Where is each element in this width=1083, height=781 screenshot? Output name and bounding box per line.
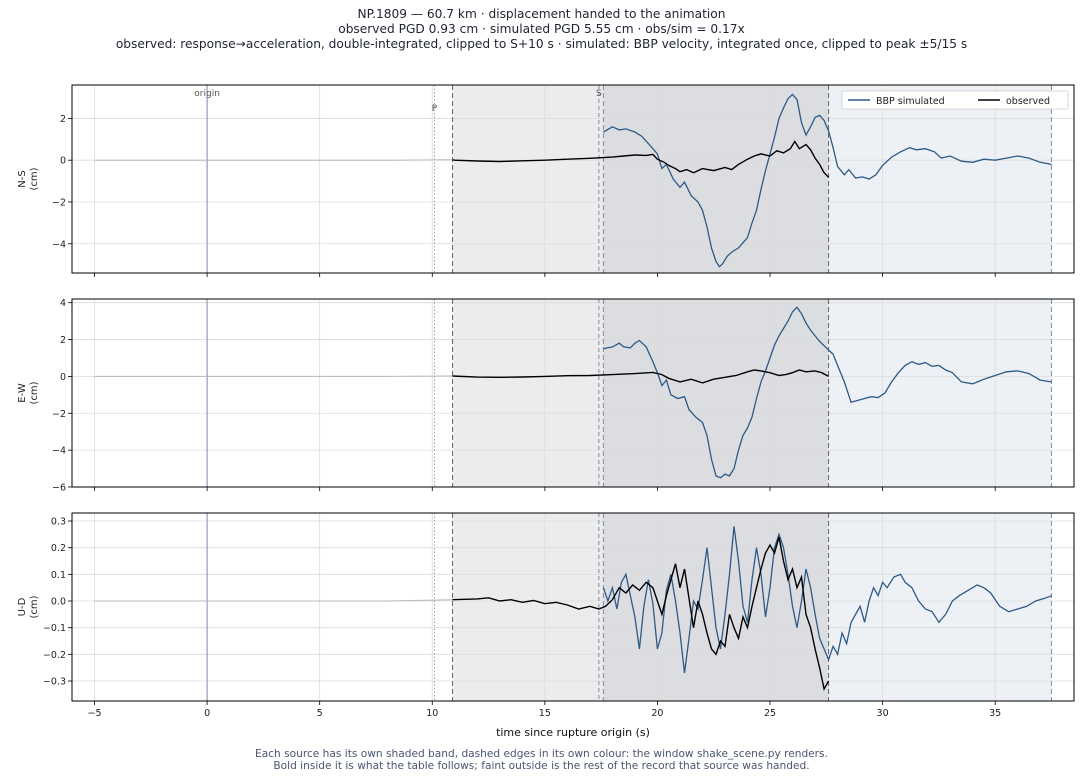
x-tick-label: 35 xyxy=(989,708,1001,719)
panel-frame xyxy=(71,298,1075,488)
y-tick-label: 2 xyxy=(60,335,66,346)
y-tick-label: 0.3 xyxy=(51,517,66,528)
y-tick-label: −0.2 xyxy=(43,650,66,661)
y-tick-label: −4 xyxy=(52,446,66,457)
title-line-2: observed PGD 0.93 cm · simulated PGD 5.5… xyxy=(338,22,745,36)
p-label: P xyxy=(432,104,438,114)
chart-caption: Each source has its own shaded band, das… xyxy=(0,748,1083,772)
x-tick-label: 10 xyxy=(426,708,438,719)
panel-1: −4 −2 0 2 N-S(cm) origin P S BBP simulated observ… xyxy=(17,84,1075,277)
x-tick-label: −5 xyxy=(88,708,102,719)
x-tick-label: 20 xyxy=(651,708,663,719)
caption-line-1: Each source has its own shaded band, das… xyxy=(255,748,828,760)
y-tick-label: 0 xyxy=(60,372,66,383)
y-tick-label: 0.0 xyxy=(51,597,66,608)
x-tick-label: 0 xyxy=(204,708,210,719)
observed-trace xyxy=(452,140,830,178)
y-tick-label: −2 xyxy=(52,197,66,208)
legend: BBP simulated observed xyxy=(841,90,1069,110)
y-axis-label: E-W(cm) xyxy=(17,381,40,404)
simulated-window-band xyxy=(828,299,1052,487)
panel-frame xyxy=(71,512,1075,702)
y-tick-label: −4 xyxy=(52,239,66,250)
observed-window-band xyxy=(452,299,604,487)
y-tick-label: 0.2 xyxy=(51,543,66,554)
y-axis-label: N-S(cm) xyxy=(17,167,40,190)
y-tick-label: −0.3 xyxy=(43,677,66,688)
observed-window-band xyxy=(452,513,604,701)
legend-observed-label: observed xyxy=(1006,96,1050,107)
observed-trace-faint xyxy=(94,599,453,602)
y-tick-label: −0.1 xyxy=(43,623,66,634)
panel-2: −6 −4 −2 0 2 4 E-W(cm) xyxy=(17,298,1075,494)
title-line-1: NP.1809 — 60.7 km · displacement handed … xyxy=(357,7,726,21)
y-tick-label: −6 xyxy=(52,483,66,494)
y-axis-label: U-D(cm) xyxy=(17,595,40,618)
x-axis-label: time since rupture origin (s) xyxy=(496,726,650,739)
panel-3: −0.3 −0.2 −0.1 0.0 0.1 0.2 0.3 U-D(cm) −5 0 5 10 15 2… xyxy=(17,512,1075,739)
y-tick-label: 0.1 xyxy=(51,570,66,581)
observed-window-band xyxy=(452,85,604,273)
overlap-window-band xyxy=(603,85,829,273)
simulated-window-band xyxy=(828,85,1052,273)
y-tick-label: 4 xyxy=(60,298,66,309)
chart-title: NP.1809 — 60.7 km · displacement handed … xyxy=(0,7,1083,52)
title-line-3: observed: response→acceleration, double-… xyxy=(115,37,968,51)
overlap-window-band xyxy=(603,299,829,487)
x-tick-label: 5 xyxy=(317,708,323,719)
simulated-trace xyxy=(603,306,1052,479)
legend-box xyxy=(841,90,1069,110)
panel-frame xyxy=(71,84,1075,274)
x-tick-label: 15 xyxy=(539,708,551,719)
s-label: S xyxy=(596,89,602,99)
origin-label: origin xyxy=(194,89,220,99)
observed-trace xyxy=(452,536,830,691)
simulated-trace xyxy=(603,93,1052,268)
simulated-window-band xyxy=(828,513,1052,701)
overlap-window-band xyxy=(603,513,829,701)
y-tick-label: 0 xyxy=(60,156,66,167)
x-tick-label: 25 xyxy=(764,708,776,719)
legend-simulated-label: BBP simulated xyxy=(876,96,945,107)
caption-line-2: Bold inside it is what the table follows… xyxy=(273,760,810,772)
y-tick-label: −2 xyxy=(52,409,66,420)
x-tick-label: 30 xyxy=(877,708,889,719)
y-tick-label: 2 xyxy=(60,114,66,125)
simulated-trace xyxy=(602,526,1052,674)
observed-trace xyxy=(452,369,829,384)
